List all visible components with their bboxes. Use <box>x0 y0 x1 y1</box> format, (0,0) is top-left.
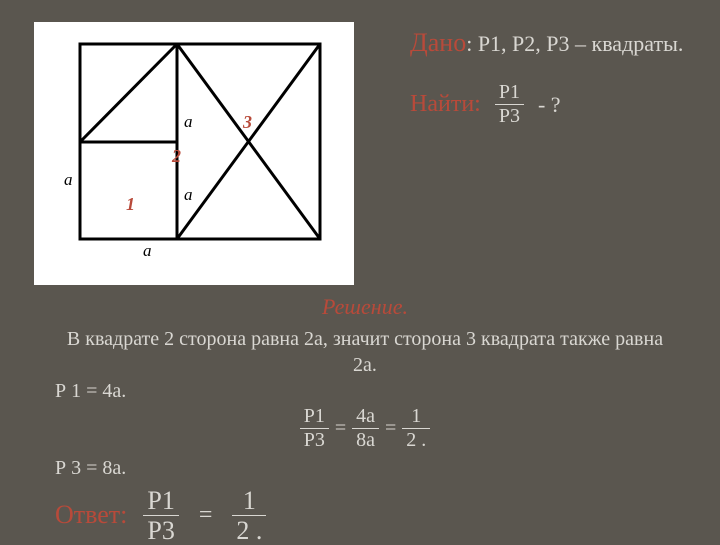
svg-text:a: a <box>184 112 193 131</box>
frac-den: 8а <box>352 430 379 451</box>
geometry-diagram: a a a a 1 2 3 <box>34 22 354 285</box>
perimeter-1: Р 1 = 4а. <box>55 378 675 404</box>
frac-den: 2 . <box>232 517 266 544</box>
eq-frac-1: Р1 Р3 <box>300 406 329 451</box>
find-row: Найти: Р1 Р3 - ? <box>410 82 690 127</box>
find-label: Найти: <box>410 88 481 120</box>
eq-op: = <box>385 415 396 441</box>
frac-num: 1 <box>407 406 425 427</box>
given-find-block: Дано: Р1, Р2, Р3 – квадраты. Найти: Р1 Р… <box>410 25 690 127</box>
solution-line1: В квадрате 2 сторона равна 2а, значит ст… <box>55 326 675 378</box>
answer-frac-2: 1 2 . <box>232 487 266 545</box>
frac-num: 1 <box>239 487 260 514</box>
given-text: : Р1, Р2, Р3 – квадраты. <box>466 31 683 56</box>
frac-den: Р3 <box>143 517 178 544</box>
svg-text:1: 1 <box>126 194 135 214</box>
eq-op: = <box>335 415 346 441</box>
frac-den: Р3 <box>495 106 524 127</box>
solution-block: Решение. В квадрате 2 сторона равна 2а, … <box>55 293 675 544</box>
svg-text:3: 3 <box>242 112 252 132</box>
answer-label: Ответ: <box>55 498 127 532</box>
eq-frac-2: 4а 8а <box>352 406 379 451</box>
frac-num: Р1 <box>143 487 178 514</box>
find-fraction: Р1 Р3 <box>495 82 524 127</box>
svg-text:a: a <box>184 185 193 204</box>
svg-text:2: 2 <box>171 146 181 166</box>
frac-den: Р3 <box>300 430 329 451</box>
svg-text:a: a <box>64 170 73 189</box>
answer-eq: = <box>195 500 217 531</box>
solution-title: Решение. <box>55 293 675 322</box>
frac-den: 2 . <box>402 430 430 451</box>
svg-text:a: a <box>143 241 152 260</box>
solution-equation: Р1 Р3 = 4а 8а = 1 2 . <box>55 406 675 451</box>
answer-frac-1: Р1 Р3 <box>143 487 178 545</box>
given-label: Дано <box>410 28 466 57</box>
eq-frac-3: 1 2 . <box>402 406 430 451</box>
find-tail: - ? <box>538 90 561 120</box>
perimeter-3: Р 3 = 8а. <box>55 455 675 481</box>
answer-row: Ответ: Р1 Р3 = 1 2 . <box>55 487 675 545</box>
given-line: Дано: Р1, Р2, Р3 – квадраты. <box>410 25 690 60</box>
frac-num: 4а <box>352 406 379 427</box>
frac-num: Р1 <box>300 406 329 427</box>
diagram-svg: a a a a 1 2 3 <box>34 22 354 285</box>
frac-num: Р1 <box>495 82 524 103</box>
